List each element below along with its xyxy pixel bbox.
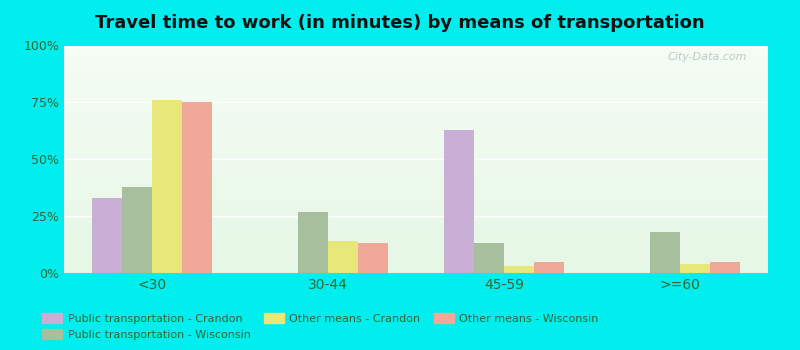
- Text: Travel time to work (in minutes) by means of transportation: Travel time to work (in minutes) by mean…: [95, 14, 705, 32]
- Bar: [534, 262, 564, 273]
- Bar: [298, 211, 328, 273]
- Bar: [650, 232, 680, 273]
- Legend: Public transportation - Crandon, Public transportation - Wisconsin, Other means : Public transportation - Crandon, Public …: [38, 308, 603, 344]
- Bar: [122, 187, 152, 273]
- Bar: [152, 100, 182, 273]
- Bar: [680, 264, 710, 273]
- Bar: [444, 130, 474, 273]
- Bar: [474, 244, 504, 273]
- Bar: [710, 262, 740, 273]
- Text: City-Data.com: City-Data.com: [667, 52, 747, 62]
- Bar: [328, 241, 358, 273]
- Bar: [92, 198, 122, 273]
- Bar: [504, 266, 534, 273]
- Bar: [182, 102, 212, 273]
- Bar: [358, 244, 388, 273]
